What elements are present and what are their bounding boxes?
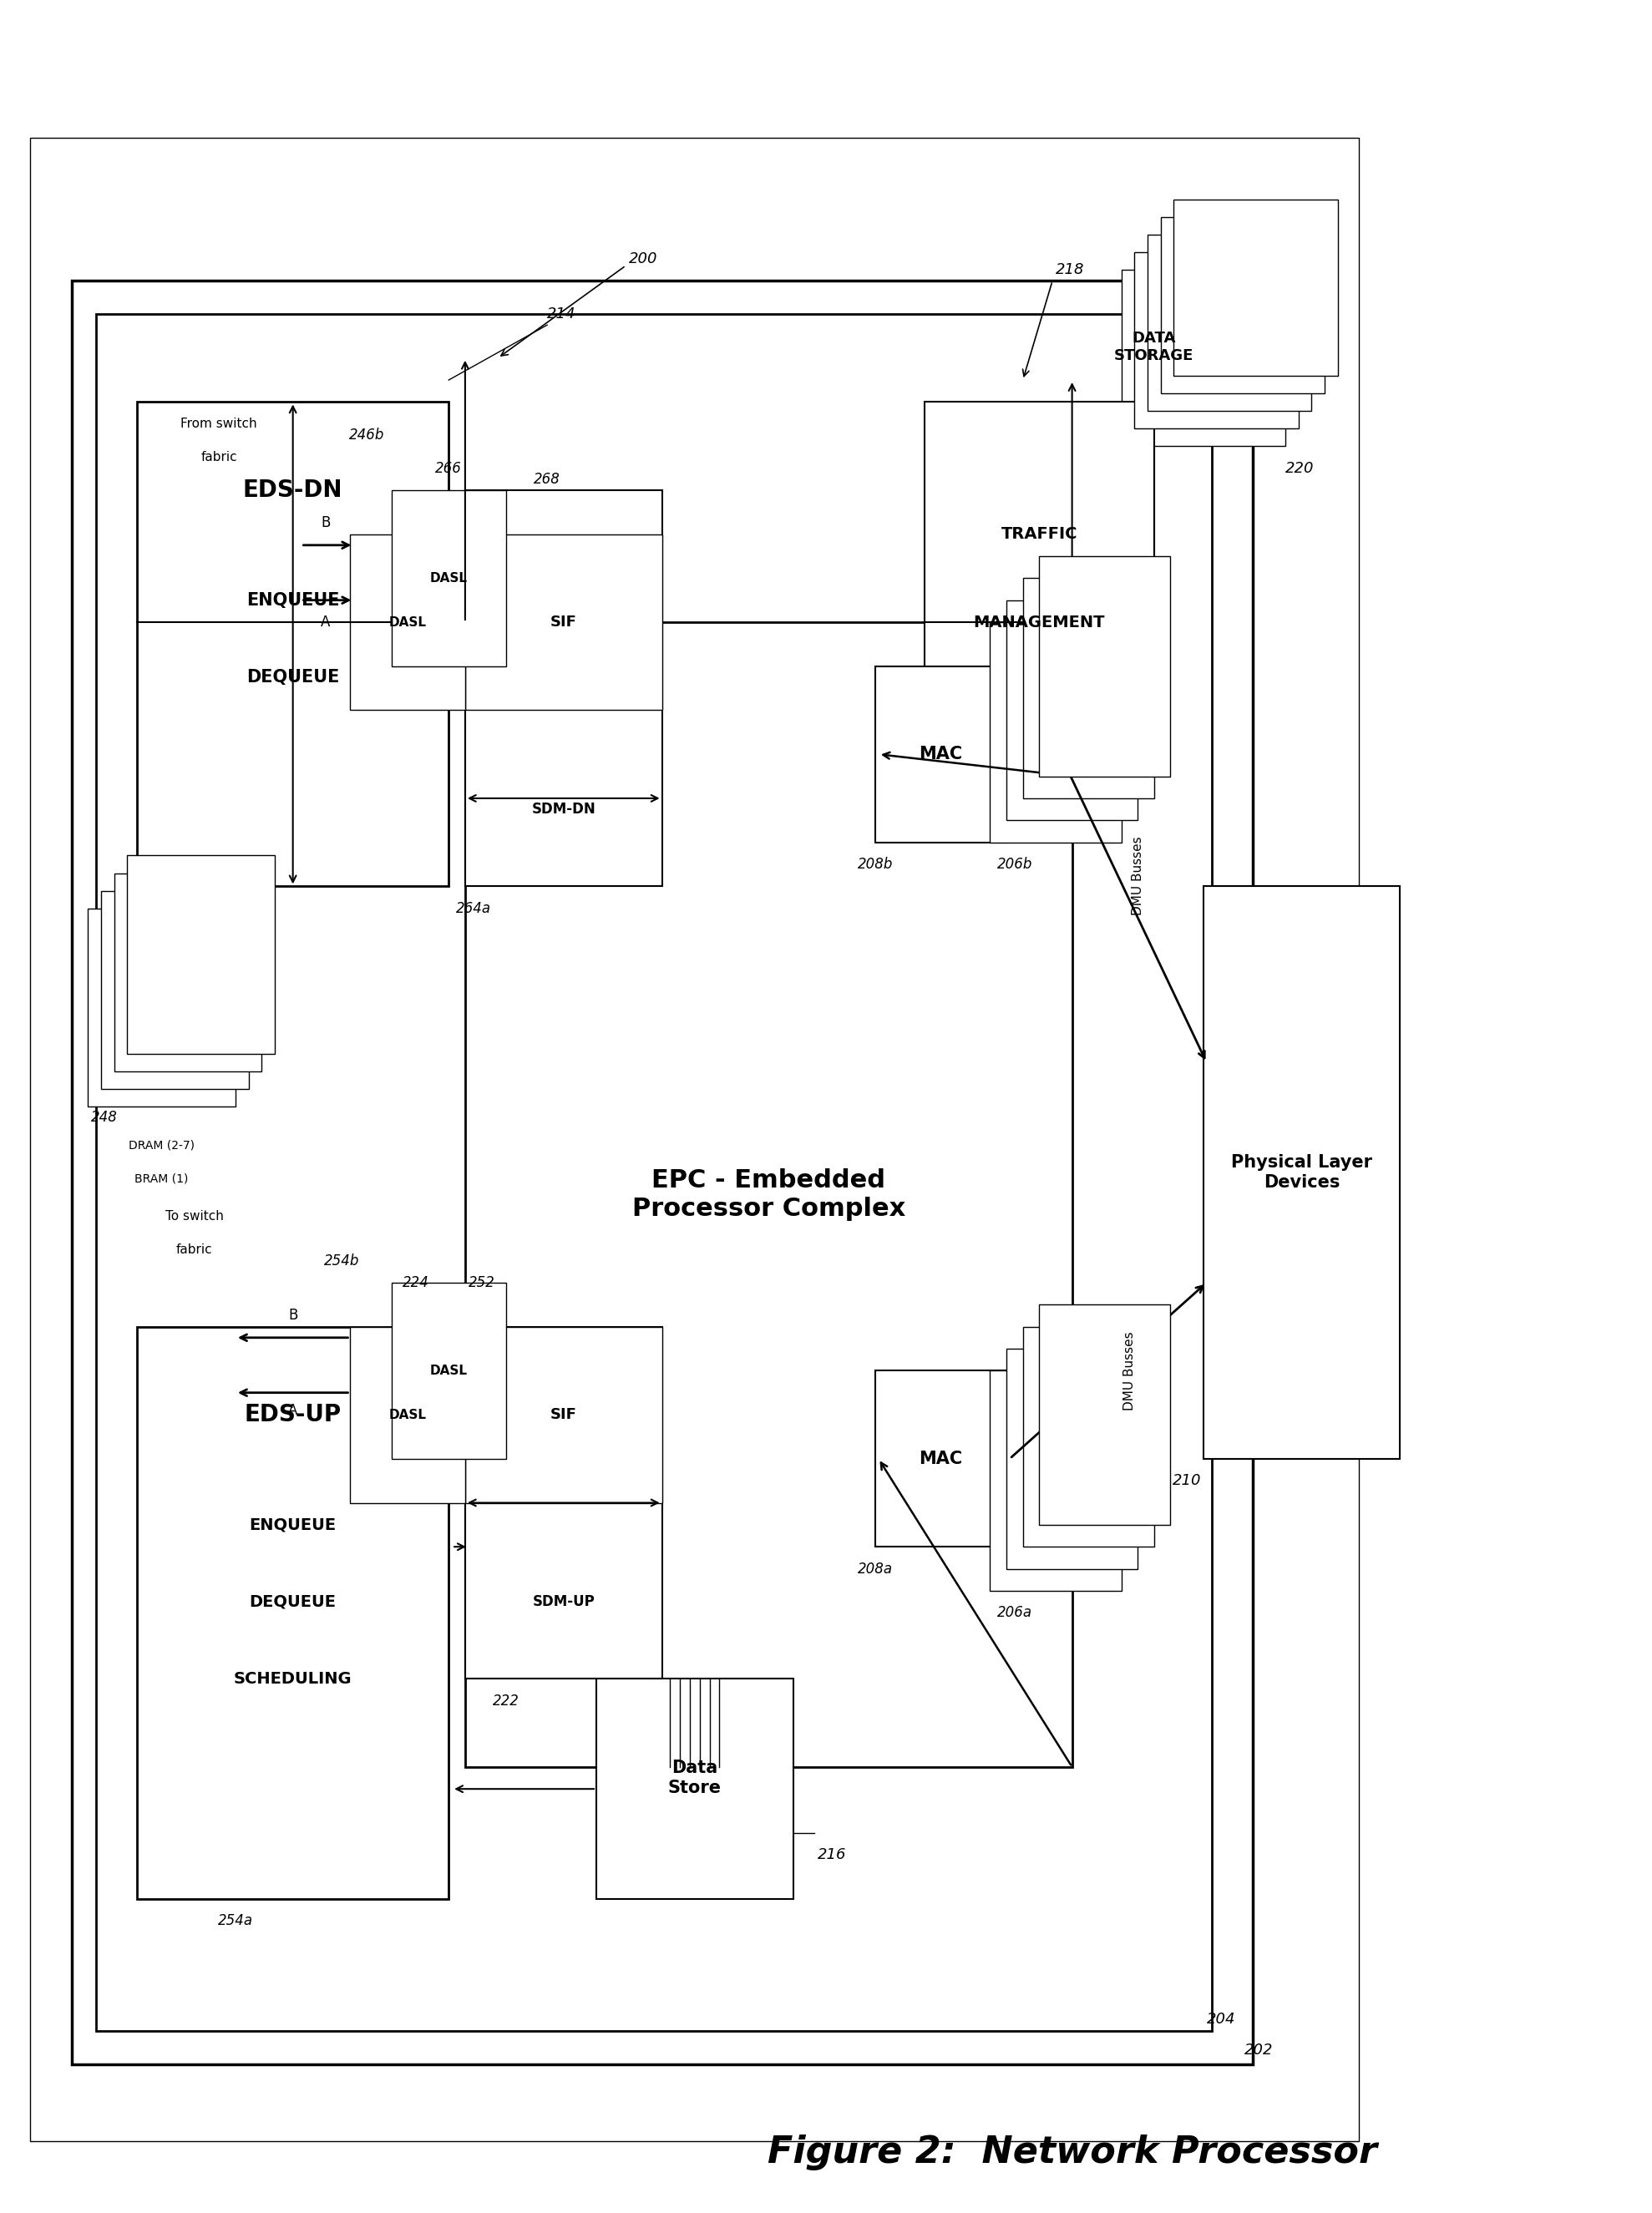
Bar	[137, 403, 449, 887]
Bar	[466, 489, 662, 887]
Bar	[101, 892, 248, 1089]
Text: TRAFFIC: TRAFFIC	[1001, 527, 1077, 542]
Text: 248: 248	[91, 1111, 117, 1124]
Text: 210: 210	[1173, 1474, 1201, 1489]
Text: 222: 222	[492, 1693, 519, 1708]
Bar	[876, 1370, 1006, 1547]
Bar	[392, 1284, 506, 1458]
Text: fabric: fabric	[177, 1244, 213, 1255]
Text: SDM-DN: SDM-DN	[532, 801, 596, 817]
Text: 206a: 206a	[998, 1604, 1032, 1620]
Text: 208a: 208a	[857, 1562, 892, 1576]
Text: B: B	[320, 516, 330, 531]
Bar	[466, 533, 662, 710]
Bar	[1006, 1348, 1138, 1569]
Bar	[596, 1680, 793, 1899]
Text: DRAM (2-7): DRAM (2-7)	[129, 1140, 195, 1151]
Text: MANAGEMENT: MANAGEMENT	[973, 615, 1105, 631]
Text: From switch: From switch	[180, 418, 258, 429]
Bar	[88, 907, 236, 1106]
Bar	[466, 1326, 662, 1503]
Text: 266: 266	[436, 460, 463, 476]
Bar	[114, 874, 261, 1071]
Bar	[925, 403, 1155, 777]
Text: 264a: 264a	[456, 901, 491, 916]
Text: 252: 252	[468, 1275, 496, 1290]
Bar	[1148, 235, 1312, 412]
Text: MAC: MAC	[919, 746, 963, 763]
Text: 220: 220	[1285, 460, 1313, 476]
Text: 216: 216	[818, 1848, 846, 1863]
Text: DASL: DASL	[430, 571, 468, 584]
Bar	[1023, 578, 1155, 799]
Text: 246b: 246b	[349, 427, 385, 443]
Text: 208b: 208b	[857, 856, 894, 872]
Bar	[990, 1370, 1122, 1591]
Bar	[137, 1326, 449, 1899]
Text: DEQUEUE: DEQUEUE	[249, 1593, 337, 1609]
Text: 214: 214	[547, 305, 577, 321]
Text: SIF: SIF	[550, 615, 577, 631]
Text: 206b: 206b	[996, 856, 1032, 872]
Text: DATA
STORAGE: DATA STORAGE	[1113, 330, 1194, 363]
Text: DMU Busses: DMU Busses	[1132, 837, 1143, 914]
Text: 200: 200	[629, 252, 657, 266]
Text: EDS-UP: EDS-UP	[244, 1403, 342, 1427]
Bar	[1135, 252, 1298, 429]
Text: SDM-UP: SDM-UP	[532, 1593, 595, 1609]
Text: DMU Busses: DMU Busses	[1123, 1332, 1135, 1410]
Bar	[350, 1326, 466, 1503]
Bar	[876, 666, 1006, 843]
Text: EDS-DN: EDS-DN	[243, 478, 342, 502]
Bar	[1023, 1326, 1155, 1547]
Text: MAC: MAC	[919, 1450, 963, 1467]
Text: Data
Store: Data Store	[667, 1759, 722, 1797]
Text: B: B	[287, 1308, 297, 1323]
Bar	[350, 533, 466, 710]
Text: ENQUEUE: ENQUEUE	[246, 591, 339, 609]
Text: A: A	[287, 1403, 297, 1419]
Bar	[1122, 270, 1285, 447]
Bar	[1161, 217, 1325, 394]
Text: 254b: 254b	[324, 1253, 360, 1268]
Text: SIF: SIF	[550, 1407, 577, 1423]
Text: DEQUEUE: DEQUEUE	[246, 668, 339, 686]
Bar	[96, 314, 1211, 2032]
Text: A: A	[320, 615, 330, 631]
Text: SCHEDULING: SCHEDULING	[233, 1671, 352, 1686]
Text: EPC - Embedded
Processor Complex: EPC - Embedded Processor Complex	[633, 1168, 905, 1222]
Bar	[990, 622, 1122, 843]
Bar	[1039, 555, 1171, 777]
Text: 204: 204	[1206, 2012, 1236, 2027]
Text: DASL: DASL	[388, 1407, 426, 1421]
Text: 268: 268	[534, 471, 560, 487]
Text: 202: 202	[1244, 2043, 1274, 2058]
Text: DASL: DASL	[430, 1365, 468, 1376]
Bar	[1039, 1306, 1171, 1525]
Text: 218: 218	[1056, 263, 1084, 277]
Text: 224: 224	[403, 1275, 430, 1290]
Bar	[466, 1326, 662, 1680]
Text: DASL: DASL	[388, 615, 426, 628]
Bar	[30, 137, 1360, 2142]
Text: fabric: fabric	[202, 451, 238, 463]
Bar	[127, 856, 274, 1053]
Bar	[71, 281, 1252, 2065]
Bar	[392, 489, 506, 666]
Bar	[1006, 600, 1138, 821]
Bar	[466, 622, 1072, 1766]
Text: Figure 2:  Network Processor: Figure 2: Network Processor	[767, 2133, 1376, 2171]
Bar	[1203, 887, 1401, 1458]
Text: To switch: To switch	[165, 1211, 223, 1224]
Text: BRAM (1): BRAM (1)	[135, 1173, 188, 1184]
Text: 254a: 254a	[218, 1914, 253, 1928]
Text: ENQUEUE: ENQUEUE	[249, 1516, 337, 1534]
Bar	[1175, 199, 1338, 376]
Text: Physical Layer
Devices: Physical Layer Devices	[1231, 1155, 1373, 1191]
